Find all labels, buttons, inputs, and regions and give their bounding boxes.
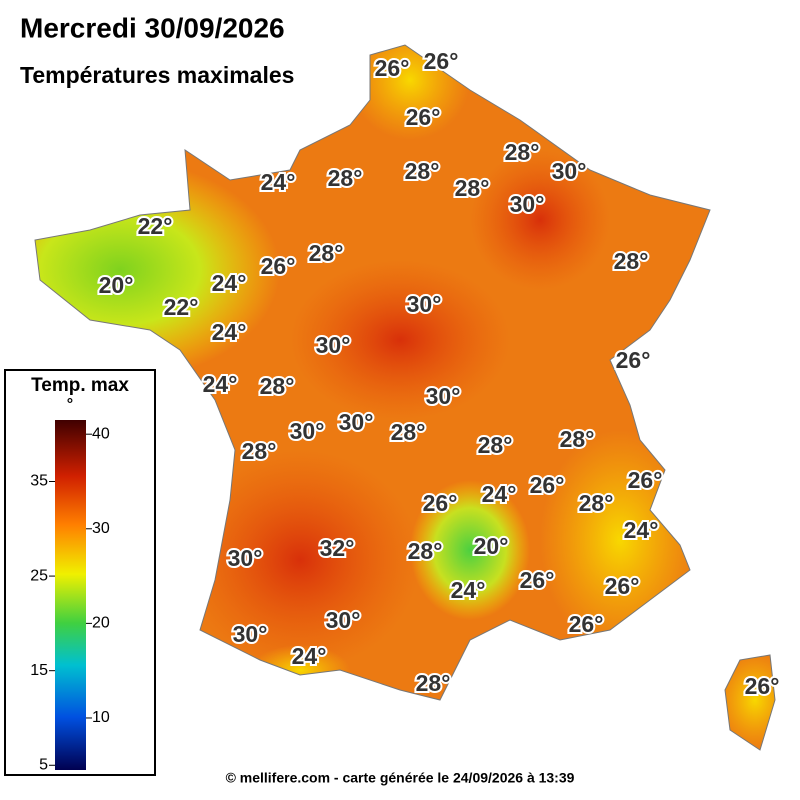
temperature-label: 28°	[478, 432, 513, 458]
temperature-label: 26°	[520, 567, 555, 593]
temperature-label: 28°	[505, 139, 540, 165]
temperature-label: 28°	[328, 165, 363, 191]
temperature-label: 26°	[569, 611, 604, 637]
legend-unit: °	[67, 396, 73, 413]
temperature-label: 24°	[212, 319, 247, 345]
temperature-label: 28°	[416, 670, 451, 696]
temperature-label: 28°	[405, 158, 440, 184]
temperature-label: 28°	[391, 419, 426, 445]
tick-label: 10	[92, 709, 110, 726]
temperature-label: 30°	[290, 418, 325, 444]
temperature-label: 30°	[407, 291, 442, 317]
temperature-label: 24°	[292, 643, 327, 669]
temperature-label: 28°	[242, 438, 277, 464]
temperature-label: 28°	[309, 240, 344, 266]
title: Mercredi 30/09/2026	[20, 12, 285, 43]
temperature-label: 26°	[530, 472, 565, 498]
tick-label: 25	[30, 567, 48, 584]
temperature-label: 30°	[339, 409, 374, 435]
temperature-label: 24°	[451, 577, 486, 603]
tick-label: 15	[30, 662, 48, 679]
temperature-label: 28°	[455, 175, 490, 201]
temperature-label: 32°	[320, 535, 355, 561]
temperature-label: 26°	[375, 55, 410, 81]
temperature-label: 22°	[164, 294, 199, 320]
temperature-label: 30°	[233, 621, 268, 647]
temperature-label: 30°	[228, 545, 263, 571]
temperature-label: 20°	[99, 272, 134, 298]
temperature-label: 30°	[326, 607, 361, 633]
temperature-label: 28°	[614, 248, 649, 274]
tick-label: 40	[92, 425, 110, 442]
temperature-label: 28°	[408, 538, 443, 564]
temperature-label: 26°	[605, 573, 640, 599]
color-bar	[55, 420, 86, 770]
temperature-label: 26°	[423, 490, 458, 516]
temperature-label: 28°	[560, 426, 595, 452]
tick-label: 5	[39, 756, 48, 773]
temperature-label: 26°	[745, 673, 780, 699]
temperature-label: 30°	[510, 191, 545, 217]
temperature-label: 30°	[552, 158, 587, 184]
temperature-label: 22°	[138, 213, 173, 239]
temperature-label: 28°	[260, 373, 295, 399]
temperature-label: 30°	[316, 332, 351, 358]
temperature-label: 24°	[482, 481, 517, 507]
legend-title: Temp. max	[31, 375, 129, 396]
temperature-label: 24°	[212, 270, 247, 296]
temperature-label: 28°	[579, 490, 614, 516]
tick-label: 35	[30, 473, 48, 490]
temperature-label: 26°	[406, 104, 441, 130]
temperature-label: 24°	[261, 169, 296, 195]
temperature-label: 26°	[424, 48, 459, 74]
legend-ticks: 5 10 15 20 25 30 35 40	[30, 425, 110, 773]
temperature-labels: 26° 26°26°28°30°24° 28° 28°28°30°22°28°26°2…	[97, 46, 782, 701]
temperature-label: 26°	[616, 347, 651, 373]
temperature-label: 26°	[261, 253, 296, 279]
temperature-label: 24°	[203, 371, 238, 397]
temperature-label: 20°	[474, 533, 509, 559]
tick-label: 30	[92, 520, 110, 537]
subtitle: Températures maximales	[20, 62, 294, 88]
temperature-label: 30°	[426, 383, 461, 409]
footer: © mellifere.com - carte générée le 24/09…	[226, 770, 575, 786]
tick-label: 20	[92, 615, 110, 632]
temperature-label: 24°	[624, 517, 659, 543]
temperature-label: 26°	[628, 467, 663, 493]
